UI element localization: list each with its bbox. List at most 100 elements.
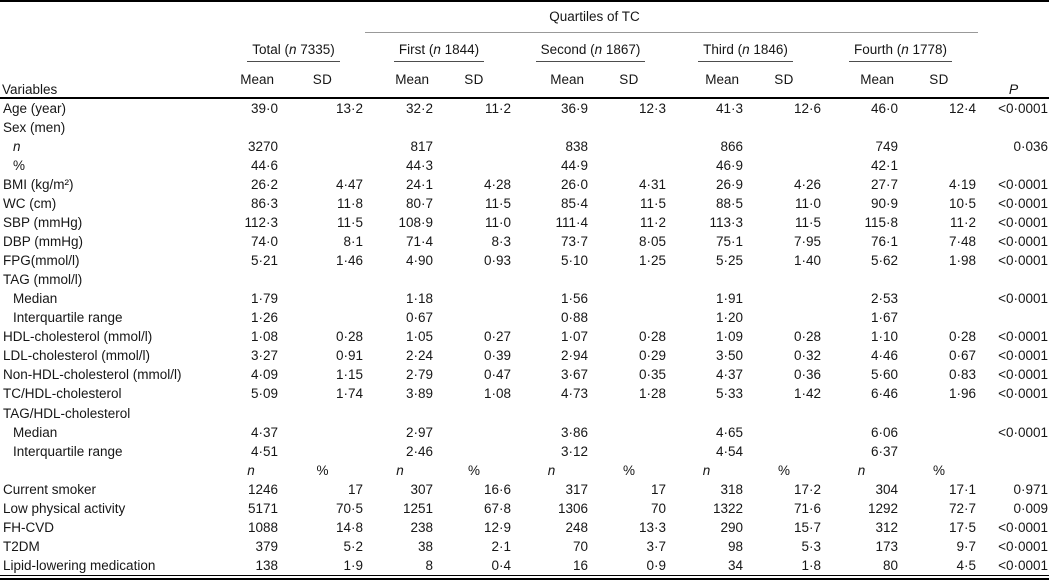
value-cell: 817 <box>410 138 433 154</box>
value-cell <box>435 309 513 328</box>
table-row: Low physical activity 5171 70·5 1251 67·8 130… <box>0 499 1049 518</box>
value-cell: 0·35 <box>638 367 666 383</box>
value-cell: 27·7 <box>870 176 898 192</box>
value-cell: 0·27 <box>483 329 511 345</box>
value-cell <box>280 442 365 461</box>
value-cell: 80 <box>882 557 898 573</box>
value-cell <box>365 118 435 137</box>
p-value-cell: <0·0001 <box>998 424 1049 440</box>
row-label: BMI (kg/m²) <box>3 176 74 192</box>
value-cell: 1·08 <box>250 329 278 345</box>
value-cell: 1306 <box>557 500 588 516</box>
variables-column-header: Variables <box>0 32 222 99</box>
value-cell <box>590 309 668 328</box>
percent-subheader: % <box>467 462 480 478</box>
mean-column-header: Mean <box>513 62 590 99</box>
value-cell: 17 <box>347 481 363 497</box>
group-label: Third (n 1846) <box>698 42 793 62</box>
spanner-row: Quartiles of TC <box>0 2 1049 33</box>
value-cell: 1·15 <box>335 367 363 383</box>
n-symbol: n <box>433 42 441 57</box>
value-cell: 13·2 <box>335 100 363 116</box>
value-cell: 12·6 <box>793 100 821 116</box>
table-row: Interquartile range 1·26 0·67 0·88 1·20 1·67 <box>0 309 1049 328</box>
value-cell <box>280 270 365 289</box>
spacer-cell <box>978 2 1049 33</box>
value-cell: 6·37 <box>870 443 898 459</box>
value-cell <box>280 156 365 175</box>
p-value-cell: <0·0001 <box>998 196 1049 211</box>
value-cell: 12·3 <box>638 100 666 116</box>
value-cell: 1·07 <box>560 329 588 345</box>
row-label: FPG(mmol/l) <box>3 253 80 269</box>
value-cell: 1·40 <box>793 253 821 269</box>
p-value-cell: <0·0001 <box>998 329 1049 345</box>
value-cell: 838 <box>565 138 588 154</box>
value-cell <box>668 118 745 137</box>
table-row: Age (year) 39·0 13·2 32·2 11·2 36·9 12·3 41·3 12… <box>0 98 1049 118</box>
row-label: Age (year) <box>3 100 67 116</box>
p-value-cell <box>978 461 1049 480</box>
group-header-third: Third (n 1846) <box>668 33 823 62</box>
value-cell: 4·73 <box>560 386 588 402</box>
value-cell: 290 <box>720 519 743 535</box>
p-value-cell: <0·0001 <box>998 386 1049 402</box>
table-row: Interquartile range 4·51 2·46 3·12 4·54 6·37 <box>0 442 1049 461</box>
value-cell: 1088 <box>247 519 278 535</box>
value-cell <box>590 156 668 175</box>
p-value-cell: <0·0001 <box>998 234 1049 250</box>
value-cell <box>590 118 668 137</box>
value-cell: 3·50 <box>715 348 743 364</box>
value-cell: 1·26 <box>250 310 278 326</box>
value-cell <box>823 270 900 289</box>
table-row: TC/HDL-cholesterol 5·09 1·74 3·89 1·08 4·73 1·… <box>0 385 1049 404</box>
row-label <box>0 461 222 480</box>
value-cell: 304 <box>875 481 898 497</box>
value-cell <box>668 270 745 289</box>
row-label: FH-CVD <box>3 519 54 535</box>
value-cell: 44·9 <box>560 157 588 173</box>
value-cell <box>513 270 590 289</box>
table-row: LDL-cholesterol (mmol/l) 3·27 0·91 2·24 0·39… <box>0 347 1049 366</box>
value-cell: 71·6 <box>793 500 821 516</box>
table-row: TAG (mmol/l) <box>0 270 1049 289</box>
mean-sd-header-row: Mean SD Mean SD Mean SD Mean SD Mean SD <box>0 62 1049 99</box>
value-cell <box>900 270 978 289</box>
value-cell: 26·0 <box>560 176 588 192</box>
value-cell: 866 <box>720 138 743 154</box>
table-row: TAG/HDL-cholesterol <box>0 404 1049 423</box>
value-cell: 2·46 <box>405 443 433 459</box>
value-cell: 3·12 <box>560 443 588 459</box>
value-cell <box>590 289 668 308</box>
row-label: WC (cm) <box>3 196 57 211</box>
value-cell: 2·94 <box>560 348 588 364</box>
value-cell: 3·67 <box>560 367 588 383</box>
value-cell: 26·9 <box>715 176 743 192</box>
value-cell: 98 <box>727 538 743 554</box>
value-cell: 46·0 <box>870 100 898 116</box>
value-cell: 11·5 <box>639 196 666 211</box>
value-cell: 44·6 <box>250 157 278 173</box>
value-cell: 312 <box>875 519 898 535</box>
value-cell <box>900 442 978 461</box>
value-cell: 46·9 <box>715 157 743 173</box>
value-cell <box>590 270 668 289</box>
value-cell: 8·05 <box>638 234 666 250</box>
value-cell: 1·25 <box>638 253 666 269</box>
row-label: Current smoker <box>3 481 97 497</box>
n-symbol: n <box>901 42 909 57</box>
value-cell: 17·5 <box>949 519 977 535</box>
value-cell: 13·3 <box>638 519 666 535</box>
group-header-fourth: Fourth (n 1778) <box>823 33 978 62</box>
value-cell: 0·28 <box>949 329 977 345</box>
p-value-cell: 0·009 <box>1013 500 1049 516</box>
value-cell: 44·3 <box>405 157 433 173</box>
value-cell <box>435 442 513 461</box>
value-cell: 238 <box>410 519 433 535</box>
value-cell: 379 <box>255 538 278 554</box>
value-cell: 1·05 <box>405 329 433 345</box>
mean-column-header: Mean <box>222 62 280 99</box>
table-row: Lipid-lowering medication 138 1·9 8 0·4 16 0·9… <box>0 556 1049 576</box>
